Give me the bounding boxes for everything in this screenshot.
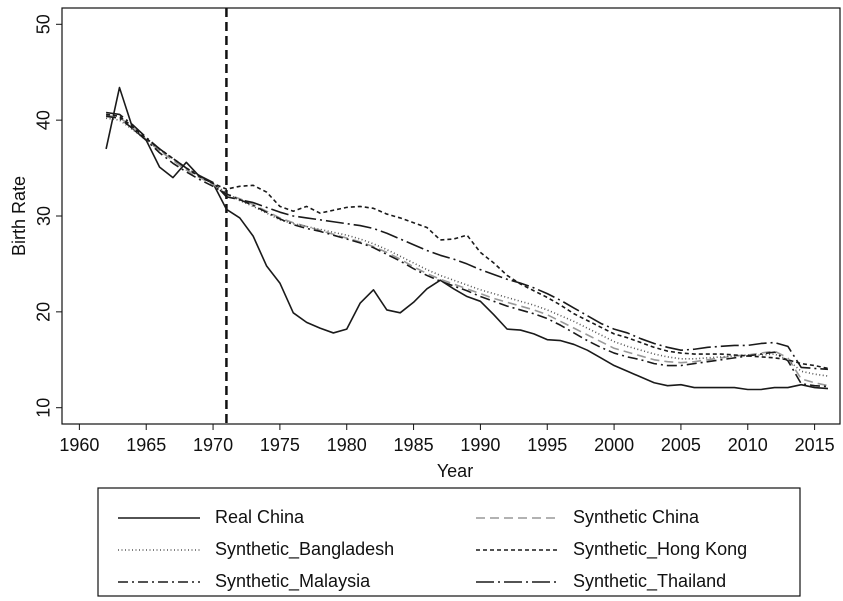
legend-label: Real China	[215, 507, 305, 527]
y-tick-label: 40	[34, 110, 54, 130]
legend-label: Synthetic China	[573, 507, 700, 527]
legend-label: Synthetic_Bangladesh	[215, 539, 394, 560]
x-tick-label: 1980	[327, 435, 367, 455]
legend-box	[97, 487, 801, 597]
x-tick-label: 1995	[527, 435, 567, 455]
y-tick-label: 10	[34, 398, 54, 418]
x-axis-title: Year	[437, 461, 473, 481]
x-tick-label: 2015	[795, 435, 835, 455]
y-axis-title: Birth Rate	[9, 176, 29, 256]
series-line	[105, 115, 829, 388]
x-tick-label: 1990	[460, 435, 500, 455]
x-tick-label: 1965	[126, 435, 166, 455]
x-tick-label: 2000	[594, 435, 634, 455]
y-tick-label: 50	[34, 14, 54, 34]
series-line	[105, 111, 829, 371]
legend-label: Synthetic_Hong Kong	[573, 539, 747, 560]
y-tick-label: 20	[34, 302, 54, 322]
x-tick-label: 1985	[394, 435, 434, 455]
legend-label: Synthetic_Thailand	[573, 571, 726, 592]
legend-label: Synthetic_Malaysia	[215, 571, 371, 592]
series-line	[105, 113, 829, 370]
y-tick-label: 30	[34, 206, 54, 226]
x-tick-label: 1970	[193, 435, 233, 455]
x-tick-label: 1975	[260, 435, 300, 455]
x-tick-label: 1960	[59, 435, 99, 455]
series-line	[105, 86, 829, 391]
x-tick-label: 2010	[728, 435, 768, 455]
x-tick-label: 2005	[661, 435, 701, 455]
